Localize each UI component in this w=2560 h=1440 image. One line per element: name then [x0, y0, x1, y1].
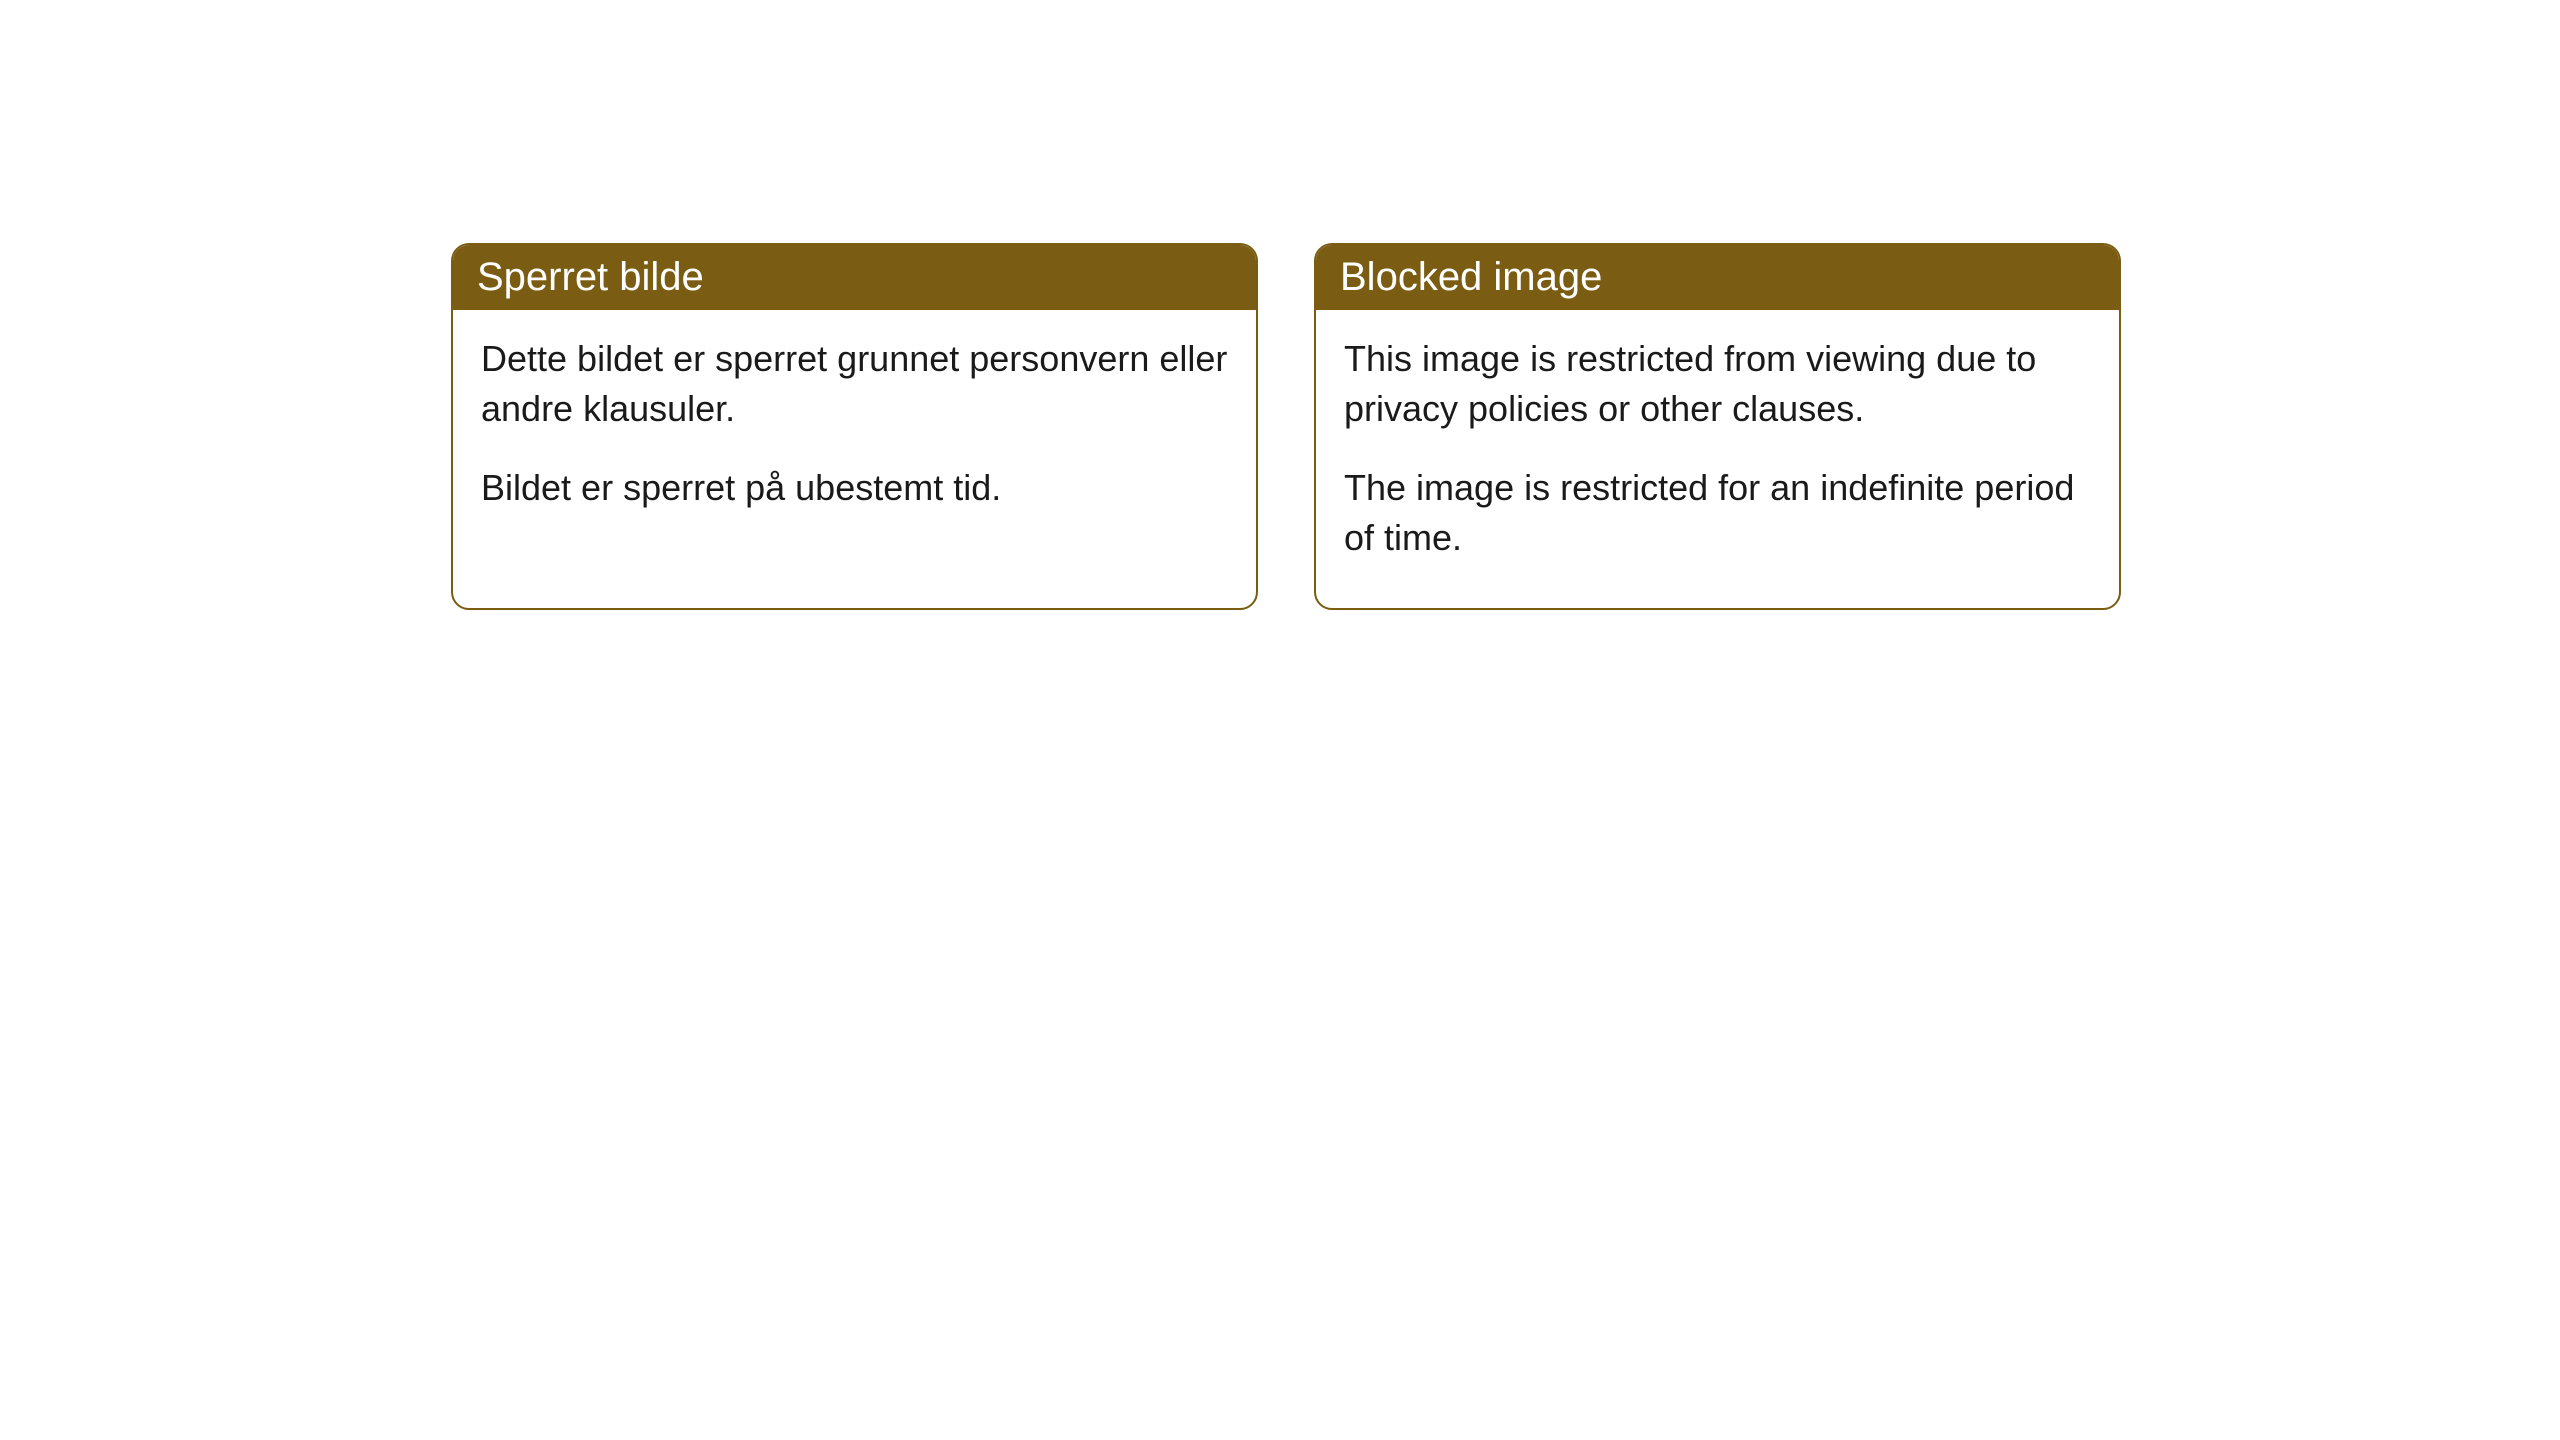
cards-container: Sperret bilde Dette bildet er sperret gr…: [451, 243, 2121, 610]
card-text-english-1: This image is restricted from viewing du…: [1344, 334, 2091, 435]
card-body-english: This image is restricted from viewing du…: [1316, 310, 2119, 608]
card-header-english: Blocked image: [1316, 245, 2119, 310]
card-header-norwegian: Sperret bilde: [453, 245, 1256, 310]
card-text-norwegian-1: Dette bildet er sperret grunnet personve…: [481, 334, 1228, 435]
blocked-image-card-english: Blocked image This image is restricted f…: [1314, 243, 2121, 610]
card-body-norwegian: Dette bildet er sperret grunnet personve…: [453, 310, 1256, 557]
card-text-norwegian-2: Bildet er sperret på ubestemt tid.: [481, 463, 1228, 513]
blocked-image-card-norwegian: Sperret bilde Dette bildet er sperret gr…: [451, 243, 1258, 610]
card-text-english-2: The image is restricted for an indefinit…: [1344, 463, 2091, 564]
